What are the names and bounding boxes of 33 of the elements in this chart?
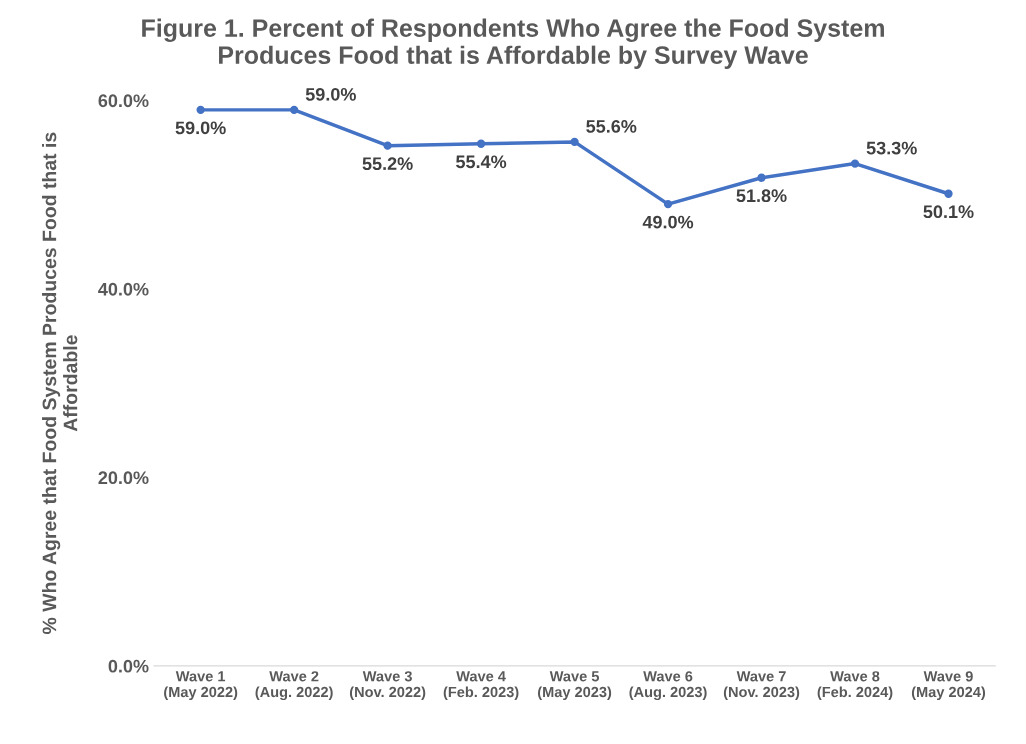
chart-title: Figure 1. Percent of Respondents Who Agree the Food System Produces Food that is Affordable by Survey Wave bbox=[142, 18, 884, 69]
y-tick-label: 0.0% bbox=[108, 659, 149, 673]
x-tick-label: Wave 9 (May 2024) bbox=[911, 671, 986, 701]
data-label: 55.2% bbox=[362, 157, 413, 171]
point bbox=[757, 173, 766, 182]
x-tick-label: Wave 8 (Feb. 2024) bbox=[817, 671, 893, 701]
y-axis-title: % Who Agree that Food System Produces Food that is Affordable bbox=[42, 132, 78, 635]
point bbox=[289, 105, 299, 115]
x-tick-label: Wave 2 (Aug. 2022) bbox=[255, 671, 333, 701]
data-label: 55.6% bbox=[586, 120, 637, 133]
point bbox=[944, 189, 953, 198]
y-tick-label: 40.0% bbox=[98, 282, 149, 296]
point bbox=[196, 105, 205, 115]
point bbox=[476, 139, 486, 148]
data-label: 59.0% bbox=[305, 87, 356, 101]
data-label: 49.0% bbox=[642, 215, 694, 229]
data-label: 59.0% bbox=[175, 121, 226, 135]
y-tick-label: 60.0% bbox=[98, 94, 149, 108]
point bbox=[570, 137, 579, 147]
point bbox=[850, 159, 860, 168]
x-tick-label: Wave 5 (May 2023) bbox=[538, 671, 612, 701]
x-tick-label: Wave 4 (Feb. 2023) bbox=[443, 671, 519, 701]
x-tick-label: Wave 7 (Nov. 2023) bbox=[723, 671, 800, 701]
y-tick-label: 20.0% bbox=[98, 471, 149, 485]
data-label: 55.4% bbox=[456, 155, 507, 169]
x-tick-label: Wave 3 (Nov. 2022) bbox=[349, 671, 426, 701]
data-label: 51.8% bbox=[736, 189, 787, 203]
data-label: 53.3% bbox=[866, 141, 917, 155]
point bbox=[383, 141, 392, 150]
x-tick-label: Wave 1 (May 2022) bbox=[164, 671, 238, 701]
point bbox=[663, 199, 673, 209]
data-label: 50.1% bbox=[923, 205, 974, 219]
x-tick-label: Wave 6 (Aug. 2023) bbox=[629, 671, 707, 701]
